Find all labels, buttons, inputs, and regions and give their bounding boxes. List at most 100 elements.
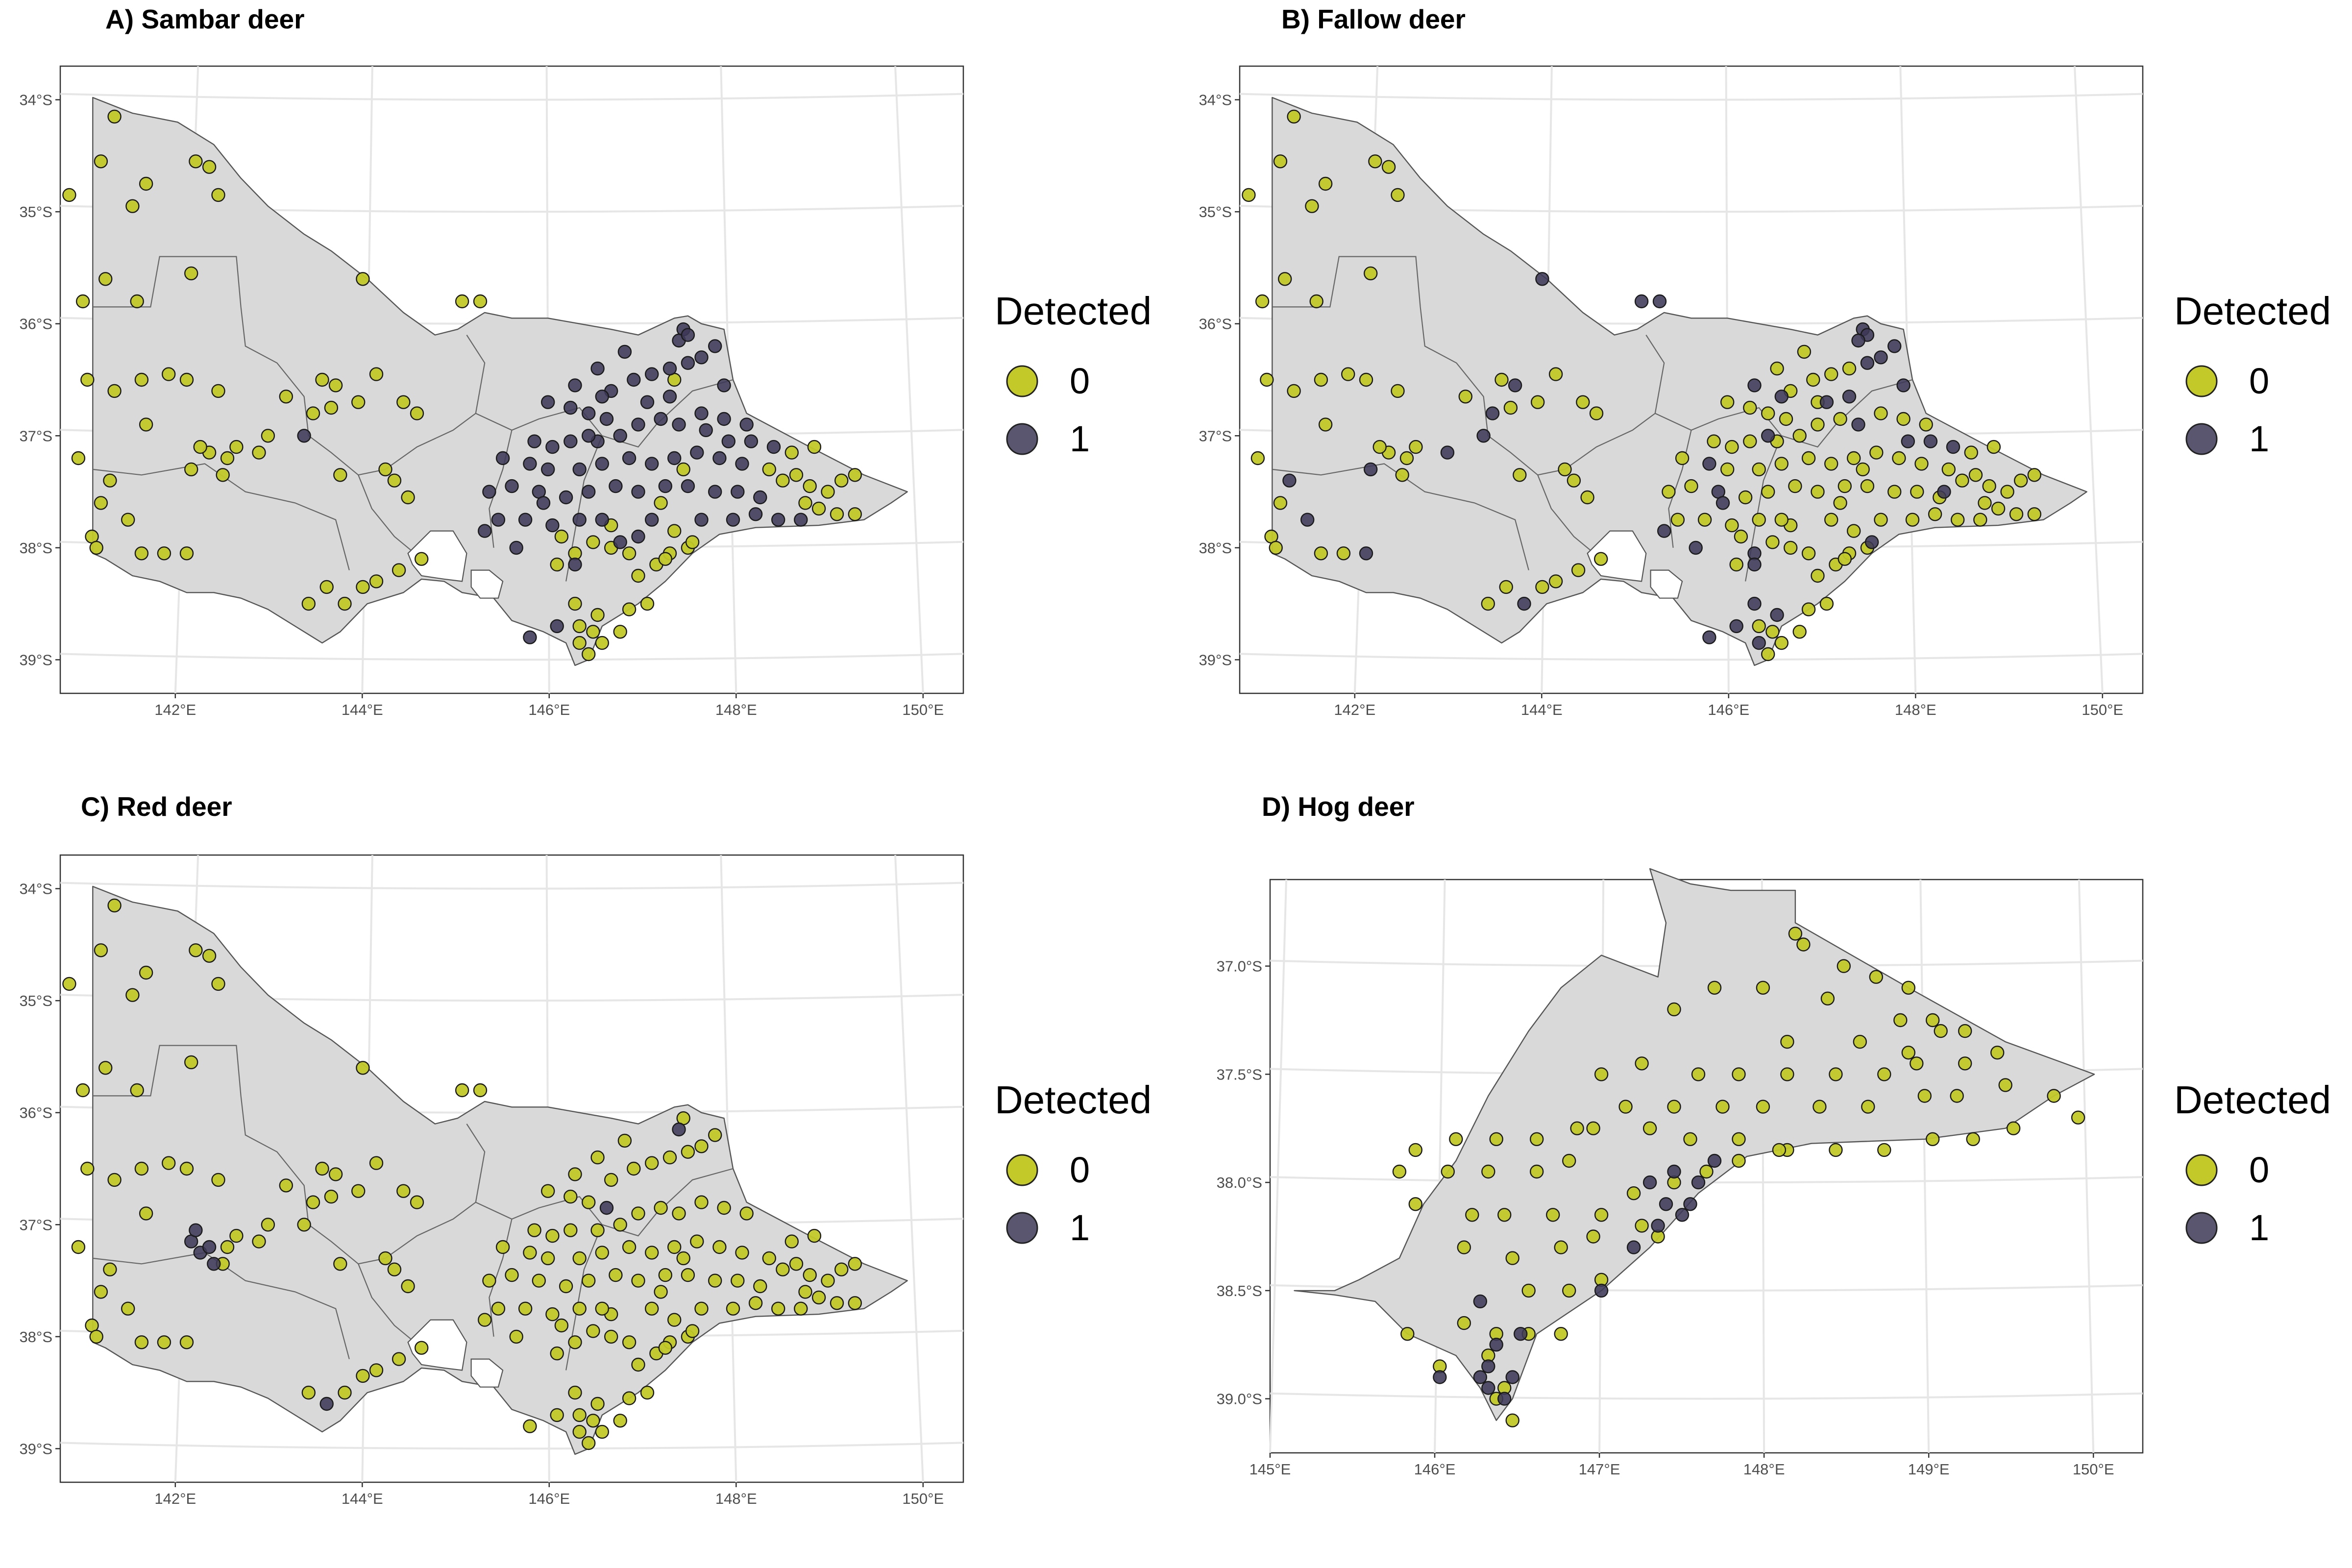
point-not-detected [410,1195,424,1209]
point-not-detected [2009,507,2024,521]
point-not-detected [1958,1056,1972,1071]
point-not-detected [125,199,140,213]
legend-label-0: 0 [1070,361,1090,401]
point-not-detected [179,1335,194,1349]
point-not-detected [1797,344,1812,359]
panel-title: A) Sambar deer [105,4,305,34]
point-not-detected [1833,412,1847,426]
point-not-detected [1707,434,1721,448]
point-detected [1842,390,1857,404]
point-not-detected [631,1357,645,1372]
point-detected [627,372,641,387]
point-not-detected [568,596,582,611]
point-detected [1819,395,1834,409]
point-not-detected [387,473,402,488]
point-not-detected [220,451,235,466]
point-not-detected [415,552,429,566]
point-not-detected [134,1335,149,1349]
point-not-detected [1505,1251,1519,1265]
point-not-detected [1732,1153,1746,1168]
latitude-tick-label: 38.0°S [1217,1174,1262,1191]
point-not-detected [1635,1219,1649,1233]
point-detected [491,513,506,527]
point-detected [1770,608,1784,622]
point-not-detected [554,529,569,544]
point-not-detected [572,1424,587,1439]
point-not-detected [1925,1013,1940,1028]
point-not-detected [1824,457,1838,471]
point-detected [717,378,731,392]
point-not-detected [1780,1067,1794,1081]
point-not-detected [1642,1121,1657,1135]
point-not-detected [252,445,266,460]
point-not-detected [315,1161,329,1176]
point-not-detected [622,1240,637,1254]
point-not-detected [1801,546,1816,561]
point-not-detected [139,176,153,191]
point-detected [1774,390,1789,404]
point-detected [1747,557,1762,572]
point-not-detected [211,384,225,398]
point-not-detected [708,1274,722,1288]
point-not-detected [1441,1164,1455,1179]
point-not-detected [356,580,370,594]
point-not-detected [1964,445,1979,460]
point-not-detected [1242,188,1256,202]
point-not-detected [550,1408,564,1422]
point-detected [1667,1164,1681,1179]
point-not-detected [1662,485,1676,499]
point-not-detected [1756,980,1770,995]
point-detected [505,479,519,493]
point-detected [640,395,655,409]
point-detected [595,513,610,527]
point-not-detected [658,1341,673,1355]
point-detected [1363,462,1378,477]
longitude-tick-label: 142°E [1334,701,1375,718]
point-detected [1689,540,1703,555]
point-not-detected [613,1414,627,1428]
point-not-detected [1684,479,1698,493]
point-not-detected [162,1156,176,1170]
point-not-detected [179,372,194,387]
point-not-detected [1837,959,1851,973]
point-detected [1300,513,1315,527]
point-not-detected [387,1262,402,1276]
point-detected [1874,350,1888,365]
point-not-detected [532,1274,546,1288]
legend-key-1 [2185,1212,2218,1244]
point-not-detected [1788,927,1803,941]
point-not-detected [717,1200,731,1215]
point-not-detected [1846,451,1861,466]
point-not-detected [1955,473,1969,488]
point-not-detected [1558,462,1572,477]
point-not-detected [1255,294,1270,309]
point-not-detected [595,636,610,650]
point-not-detected [595,1246,610,1260]
point-not-detected [1734,529,1748,544]
point-detected [1761,429,1775,443]
point-detected [518,513,533,527]
point-not-detected [564,1189,578,1204]
point-detected [662,361,677,376]
longitude-tick-label: 148°E [715,1490,757,1507]
point-not-detected [1305,199,1319,213]
point-detected [622,451,637,466]
point-not-detected [667,1240,682,1254]
point-not-detected [134,372,149,387]
longitude-tick-label: 142°E [154,1490,196,1507]
point-not-detected [401,490,415,505]
point-not-detected [784,1234,799,1249]
longitude-tick-label: 148°E [1743,1461,1785,1478]
point-not-detected [1811,485,1825,499]
point-detected [527,434,541,448]
point-not-detected [130,1083,144,1098]
point-not-detected [644,1301,659,1316]
point-detected [1485,406,1500,420]
point-detected [662,390,677,404]
point-detected [1675,1208,1690,1222]
point-not-detected [1720,395,1735,409]
detection-points [1242,109,2041,662]
point-not-detected [1521,1283,1536,1298]
point-not-detected [189,154,203,169]
point-not-detected [821,1274,835,1288]
